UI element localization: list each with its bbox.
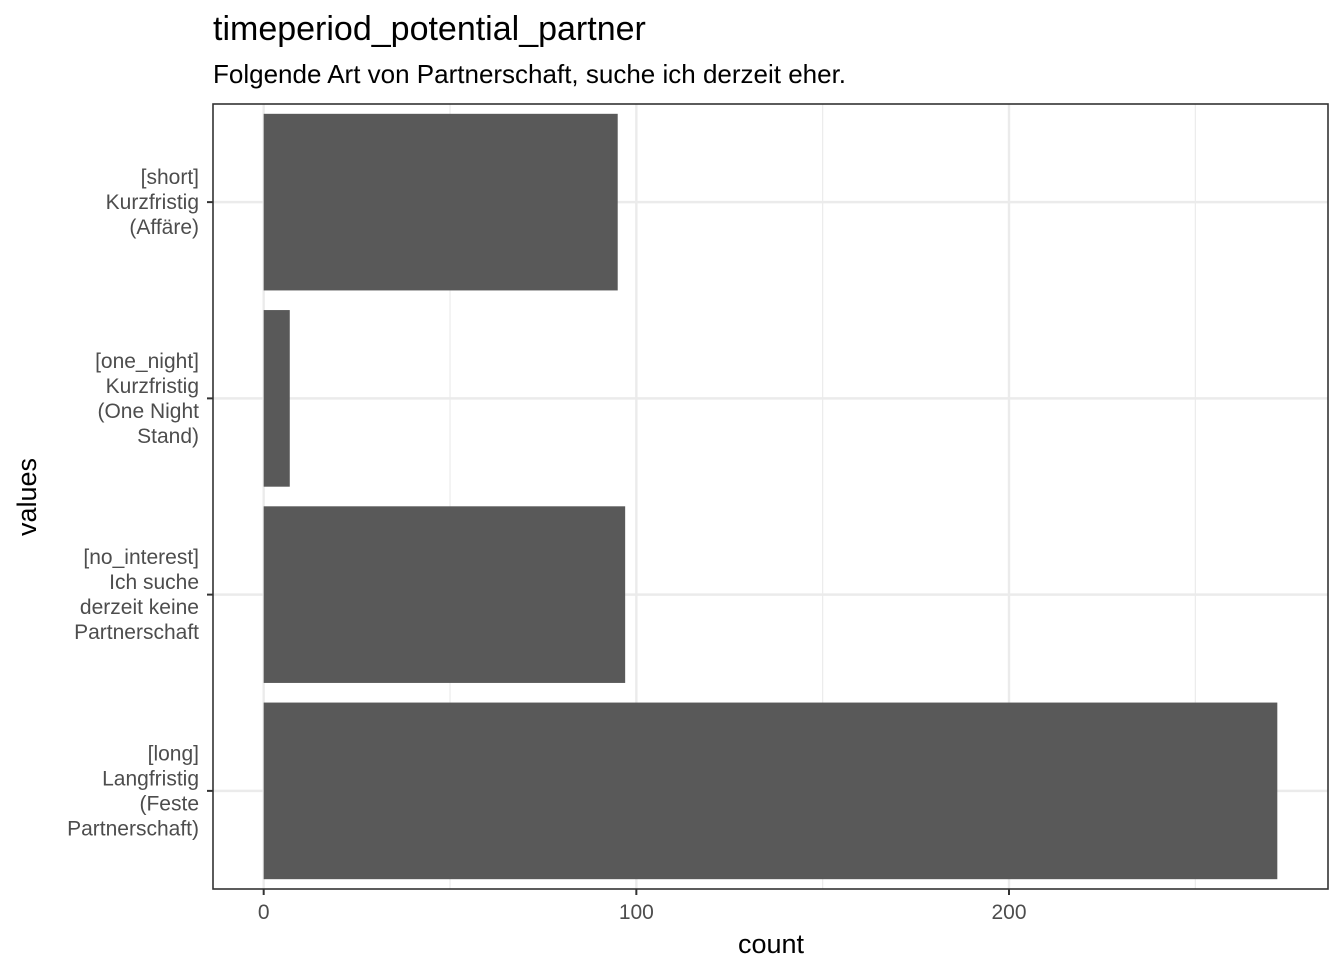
y-axis-title: values xyxy=(12,458,42,536)
bar xyxy=(263,310,290,487)
x-axis-title: count xyxy=(738,929,805,959)
x-tick-label: 100 xyxy=(619,901,654,924)
bar xyxy=(263,113,618,291)
bars xyxy=(263,113,1278,880)
y-tick-label: [one_night] Kurzfristig (One Night Stand) xyxy=(95,350,199,448)
panel-border xyxy=(212,103,1329,890)
x-tick-label: 200 xyxy=(991,901,1026,924)
axes: 0 100 200 [short] Kurzfristig (Affäre) [one_ni… xyxy=(67,166,1026,924)
chart-subtitle: Folgende Art von Partnerschaft, suche ic… xyxy=(213,59,846,89)
bar xyxy=(263,506,626,683)
y-tick-label: [long] Langfristig (Feste Partnerschaft) xyxy=(67,742,199,840)
chart-title: timeperiod_potential_partner xyxy=(213,10,646,48)
x-tick-label: 0 xyxy=(258,901,270,924)
y-tick-label: [no_interest] Ich suche derzeit keine Partn… xyxy=(74,546,199,644)
bar xyxy=(263,702,1278,880)
y-tick-label: [short] Kurzfristig (Affäre) xyxy=(106,166,199,239)
